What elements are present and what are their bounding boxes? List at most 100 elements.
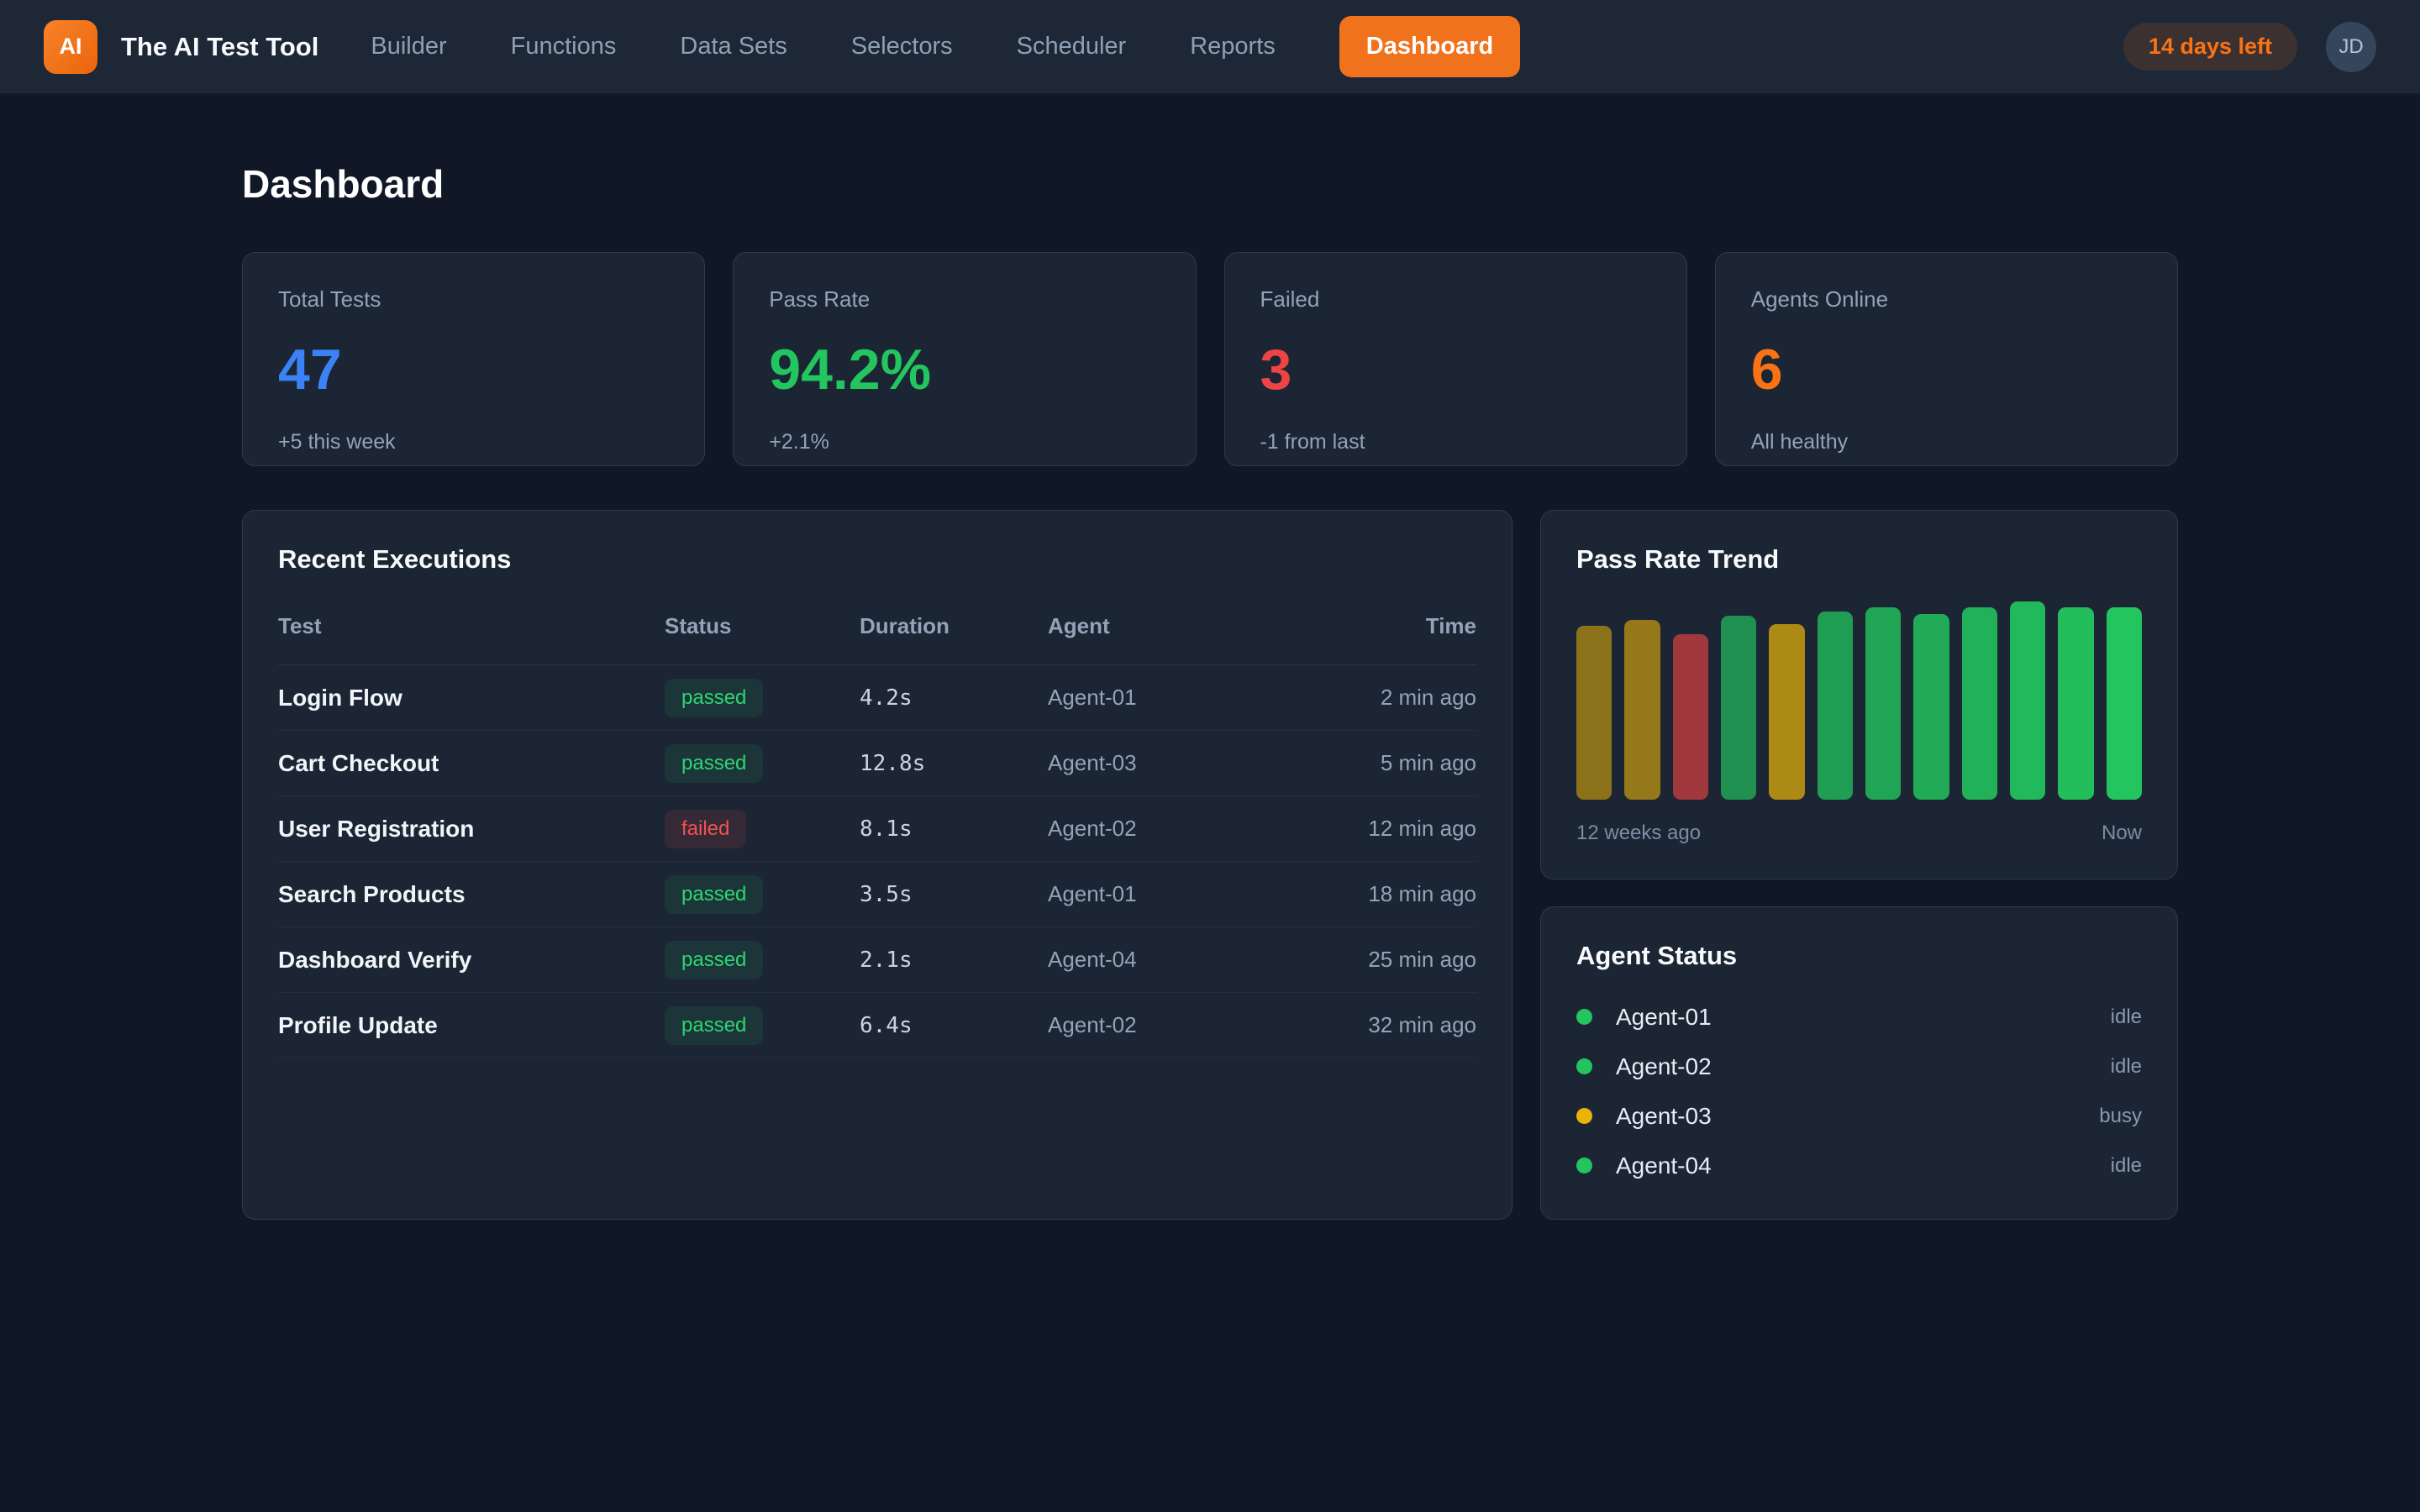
- cell-duration: 3.5s: [860, 881, 913, 907]
- stat-sub: +2.1%: [769, 430, 829, 454]
- stat-card-agents-online: Agents Online 6 All healthy: [1714, 252, 2178, 466]
- cell-duration: 8.1s: [860, 816, 913, 842]
- agent-row-agent-01: Agent-01 idle: [1576, 1003, 2142, 1031]
- cell-status: passed: [665, 1005, 860, 1045]
- agent-status-dot-icon: [1576, 1108, 1592, 1124]
- cell-time: 2 min ago: [1380, 685, 1476, 710]
- stat-value: 6: [1750, 338, 1783, 402]
- column-header-time: Time: [1425, 613, 1476, 638]
- agent-status-label: idle: [2110, 1153, 2142, 1177]
- cell-test-name: Dashboard Verify: [278, 946, 472, 973]
- cell-time: 32 min ago: [1368, 1012, 1476, 1037]
- trend-bar-10: [2009, 601, 2046, 800]
- agent-status-dot-icon: [1576, 1058, 1592, 1074]
- cell-test-name: Cart Checkout: [278, 749, 439, 776]
- trend-bar-5: [1769, 623, 1805, 800]
- agent-row-agent-02: Agent-02 idle: [1576, 1053, 2142, 1080]
- cell-status: passed: [665, 874, 860, 914]
- column-header-test: Test: [278, 613, 322, 638]
- exec-header: Test Status Duration Agent Time: [278, 613, 1476, 665]
- executions-table: Test Status Duration Agent Time Login Flow p…: [278, 613, 1476, 1058]
- top-navbar: AI The AI Test Tool Builder Functions Data…: [0, 0, 2420, 94]
- agent-row-agent-03: Agent-03 busy: [1576, 1102, 2142, 1130]
- nav-item-dashboard[interactable]: Dashboard: [1339, 16, 1521, 77]
- stat-value: 94.2%: [769, 338, 932, 402]
- stat-label: Failed: [1260, 286, 1320, 312]
- stat-value: 47: [278, 338, 342, 402]
- agent-list: Agent-01 idle Agent-02 idle Agent-03 bus…: [1576, 1003, 2142, 1179]
- agent-status-label: busy: [2099, 1104, 2142, 1127]
- stat-card-failed: Failed 3 -1 from last: [1223, 252, 1687, 466]
- status-badge: passed: [665, 940, 764, 979]
- status-badge: failed: [665, 809, 747, 848]
- cell-test-name: Search Products: [278, 880, 466, 907]
- right-column: Pass Rate Trend 12 weeks ago Now Agent S…: [1540, 510, 2178, 1220]
- agent-status-dot-icon: [1576, 1158, 1592, 1173]
- app-logo-icon: AI: [44, 19, 97, 74]
- trend-bar-8: [1913, 613, 1949, 800]
- agent-name: Agent-04: [1616, 1152, 1712, 1179]
- status-badge: passed: [665, 1005, 764, 1045]
- cell-status: passed: [665, 678, 860, 717]
- trend-bar-7: [1865, 607, 1902, 800]
- trial-days-badge[interactable]: 14 days left: [2123, 23, 2297, 71]
- stat-card-total-tests: Total Tests 47 +5 this week: [242, 252, 706, 466]
- table-row[interactable]: Cart Checkout passed 12.8s Agent-03 5 mi…: [278, 731, 1476, 796]
- agent-name: Agent-03: [1616, 1102, 1712, 1129]
- recent-executions-panel: Recent Executions Test Status Duration Agen…: [242, 510, 1512, 1220]
- agent-status-title: Agent Status: [1576, 941, 1738, 970]
- cell-status: passed: [665, 940, 860, 979]
- nav-item-builder[interactable]: Builder: [371, 33, 447, 60]
- trend-x-end-label: Now: [2101, 822, 2142, 844]
- nav-item-data-sets[interactable]: Data Sets: [680, 33, 787, 60]
- cell-agent: Agent-04: [1048, 947, 1137, 972]
- cell-duration: 12.8s: [860, 750, 926, 776]
- table-row[interactable]: Profile Update passed 6.4s Agent-02 32 m…: [278, 993, 1476, 1058]
- stat-sub: All healthy: [1750, 430, 1849, 454]
- content-grid: Recent Executions Test Status Duration Agen…: [242, 510, 2178, 1220]
- nav-item-functions[interactable]: Functions: [510, 33, 617, 60]
- stat-value: 3: [1260, 338, 1292, 402]
- table-row[interactable]: User Registration failed 8.1s Agent-02 1…: [278, 796, 1476, 862]
- stat-sub: +5 this week: [278, 430, 396, 454]
- nav-item-selectors[interactable]: Selectors: [850, 33, 953, 60]
- agent-status-label: idle: [2110, 1054, 2142, 1078]
- pass-rate-trend-title: Pass Rate Trend: [1576, 544, 1780, 574]
- page-title: Dashboard: [242, 162, 445, 206]
- cell-test-name: Login Flow: [278, 684, 402, 711]
- cell-status: failed: [665, 809, 860, 848]
- status-badge: passed: [665, 743, 764, 783]
- cell-time: 5 min ago: [1380, 750, 1476, 775]
- exec-rows: Login Flow passed 4.2s Agent-01 2 min ag…: [278, 665, 1476, 1058]
- cell-time: 18 min ago: [1368, 881, 1476, 906]
- recent-executions-title: Recent Executions: [278, 544, 512, 574]
- trend-bar-3: [1672, 633, 1708, 800]
- trend-bar-12: [2106, 607, 2142, 800]
- cell-time: 25 min ago: [1368, 947, 1476, 972]
- stat-label: Pass Rate: [769, 286, 871, 312]
- user-avatar[interactable]: JD: [2326, 21, 2376, 72]
- cell-agent: Agent-01: [1048, 881, 1137, 906]
- nav-item-scheduler[interactable]: Scheduler: [1016, 33, 1127, 60]
- table-row[interactable]: Login Flow passed 4.2s Agent-01 2 min ag…: [278, 665, 1476, 731]
- column-header-status: Status: [665, 613, 732, 638]
- agent-row-agent-04: Agent-04 idle: [1576, 1152, 2142, 1179]
- stat-card-pass-rate: Pass Rate 94.2% +2.1%: [733, 252, 1197, 466]
- agent-status-label: idle: [2110, 1005, 2142, 1028]
- cell-status: passed: [665, 743, 860, 783]
- table-row[interactable]: Search Products passed 3.5s Agent-01 18 …: [278, 862, 1476, 927]
- cell-duration: 6.4s: [860, 1012, 913, 1038]
- column-header-duration: Duration: [860, 613, 950, 638]
- cell-agent: Agent-03: [1048, 750, 1137, 775]
- trend-bar-9: [1961, 607, 1997, 800]
- table-row[interactable]: Dashboard Verify passed 2.1s Agent-04 25…: [278, 927, 1476, 993]
- column-header-agent: Agent: [1048, 613, 1110, 638]
- trend-bar-2: [1624, 619, 1660, 800]
- trend-bar-6: [1817, 612, 1853, 800]
- nav-item-reports[interactable]: Reports: [1190, 33, 1276, 60]
- stat-sub: -1 from last: [1260, 430, 1365, 454]
- trend-bar-11: [2058, 607, 2094, 800]
- app-title: The AI Test Tool: [121, 31, 319, 61]
- agent-status-dot-icon: [1576, 1009, 1592, 1025]
- app-logo-text: AI: [59, 34, 82, 59]
